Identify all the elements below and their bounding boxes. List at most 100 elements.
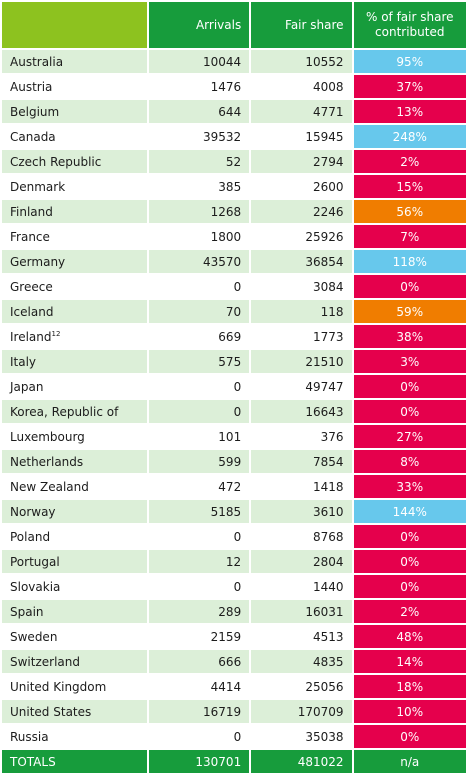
country-cell: Italy xyxy=(2,350,147,373)
country-name: Belgium xyxy=(10,104,60,119)
country-cell: Greece xyxy=(2,275,147,298)
pct-contributed-cell: 118% xyxy=(353,250,466,273)
country-cell: Belgium xyxy=(2,100,147,123)
table-row: New Zealand 472 1418 33% xyxy=(2,475,466,498)
fair-share-cell: 3610 xyxy=(251,500,352,523)
country-name: Austria xyxy=(10,79,53,94)
pct-contributed-cell: 38% xyxy=(353,325,466,348)
country-cell: Netherlands xyxy=(2,450,147,473)
country-name: Norway xyxy=(10,504,56,519)
pct-contributed-cell: 95% xyxy=(353,50,466,73)
arrivals-cell: 472 xyxy=(148,475,250,498)
country-name: Finland xyxy=(10,204,53,219)
pct-contributed-cell: 248% xyxy=(353,125,466,148)
country-name: Spain xyxy=(10,604,44,619)
header-country xyxy=(2,2,147,48)
pct-contributed-cell: 48% xyxy=(353,625,466,648)
country-cell: Canada xyxy=(2,125,147,148)
fair-share-cell: 36854 xyxy=(251,250,352,273)
table-row: Norway 5185 3610 144% xyxy=(2,500,466,523)
fair-share-cell: 4771 xyxy=(251,100,352,123)
arrivals-cell: 1268 xyxy=(148,200,250,223)
table-row: Switzerland 666 4835 14% xyxy=(2,650,466,673)
totals-pct: n/a xyxy=(353,750,466,773)
country-cell: Spain xyxy=(2,600,147,623)
pct-contributed-cell: 15% xyxy=(353,175,466,198)
country-cell: Finland xyxy=(2,200,147,223)
pct-contributed-cell: 10% xyxy=(353,700,466,723)
totals-fair-share: 481022 xyxy=(251,750,352,773)
pct-contributed-cell: 3% xyxy=(353,350,466,373)
country-name: Iceland xyxy=(10,304,54,319)
fair-share-cell: 1418 xyxy=(251,475,352,498)
country-cell: Korea, Republic of xyxy=(2,400,147,423)
table-row: Czech Republic 52 2794 2% xyxy=(2,150,466,173)
fair-share-cell: 118 xyxy=(251,300,352,323)
table-row: United Kingdom 4414 25056 18% xyxy=(2,675,466,698)
fair-share-cell: 16031 xyxy=(251,600,352,623)
arrivals-cell: 669 xyxy=(148,325,250,348)
pct-contributed-cell: 0% xyxy=(353,275,466,298)
pct-contributed-cell: 0% xyxy=(353,725,466,748)
pct-contributed-cell: 13% xyxy=(353,100,466,123)
table-row: Ireland12 669 1773 38% xyxy=(2,325,466,348)
fair-share-cell: 25926 xyxy=(251,225,352,248)
country-cell: Australia xyxy=(2,50,147,73)
arrivals-cell: 0 xyxy=(148,400,250,423)
fair-share-cell: 2794 xyxy=(251,150,352,173)
table-row: France 1800 25926 7% xyxy=(2,225,466,248)
country-name: United Kingdom xyxy=(10,679,107,694)
country-name: United States xyxy=(10,704,92,719)
fair-share-cell: 35038 xyxy=(251,725,352,748)
arrivals-cell: 101 xyxy=(148,425,250,448)
pct-contributed-cell: 56% xyxy=(353,200,466,223)
country-cell: United Kingdom xyxy=(2,675,147,698)
totals-arrivals: 130701 xyxy=(148,750,250,773)
table-row: Australia 10044 10552 95% xyxy=(2,50,466,73)
header-pct-contributed: % of fair share contributed xyxy=(353,2,466,48)
table-row: Portugal 12 2804 0% xyxy=(2,550,466,573)
arrivals-cell: 2159 xyxy=(148,625,250,648)
country-name: Ireland xyxy=(10,329,52,344)
country-name: Czech Republic xyxy=(10,154,102,169)
country-cell: Switzerland xyxy=(2,650,147,673)
country-name: Portugal xyxy=(10,554,60,569)
header-arrivals: Arrivals xyxy=(148,2,250,48)
fair-share-cell: 376 xyxy=(251,425,352,448)
pct-contributed-cell: 33% xyxy=(353,475,466,498)
pct-contributed-cell: 0% xyxy=(353,400,466,423)
arrivals-cell: 12 xyxy=(148,550,250,573)
pct-contributed-cell: 0% xyxy=(353,550,466,573)
arrivals-cell: 0 xyxy=(148,575,250,598)
pct-contributed-cell: 8% xyxy=(353,450,466,473)
arrivals-cell: 385 xyxy=(148,175,250,198)
pct-contributed-cell: 144% xyxy=(353,500,466,523)
arrivals-cell: 575 xyxy=(148,350,250,373)
pct-contributed-cell: 14% xyxy=(353,650,466,673)
country-name: Germany xyxy=(10,254,66,269)
country-cell: Portugal xyxy=(2,550,147,573)
table-row: Korea, Republic of 0 16643 0% xyxy=(2,400,466,423)
table-row: Finland 1268 2246 56% xyxy=(2,200,466,223)
table-row: Netherlands 599 7854 8% xyxy=(2,450,466,473)
arrivals-cell: 644 xyxy=(148,100,250,123)
country-name: Netherlands xyxy=(10,454,84,469)
pct-contributed-cell: 0% xyxy=(353,575,466,598)
country-name: Korea, Republic of xyxy=(10,404,119,419)
fair-share-cell: 7854 xyxy=(251,450,352,473)
arrivals-cell: 1476 xyxy=(148,75,250,98)
table-row: Japan 0 49747 0% xyxy=(2,375,466,398)
totals-label: TOTALS xyxy=(2,750,147,773)
table-row: Denmark 385 2600 15% xyxy=(2,175,466,198)
arrivals-cell: 39532 xyxy=(148,125,250,148)
fair-share-cell: 49747 xyxy=(251,375,352,398)
footnote-marker: 12 xyxy=(51,329,61,338)
pct-contributed-cell: 59% xyxy=(353,300,466,323)
country-cell: Czech Republic xyxy=(2,150,147,173)
table-row: Italy 575 21510 3% xyxy=(2,350,466,373)
totals-row: TOTALS 130701 481022 n/a xyxy=(2,750,466,773)
country-name: New Zealand xyxy=(10,479,89,494)
country-name: Slovakia xyxy=(10,579,61,594)
country-cell: Sweden xyxy=(2,625,147,648)
country-cell: France xyxy=(2,225,147,248)
